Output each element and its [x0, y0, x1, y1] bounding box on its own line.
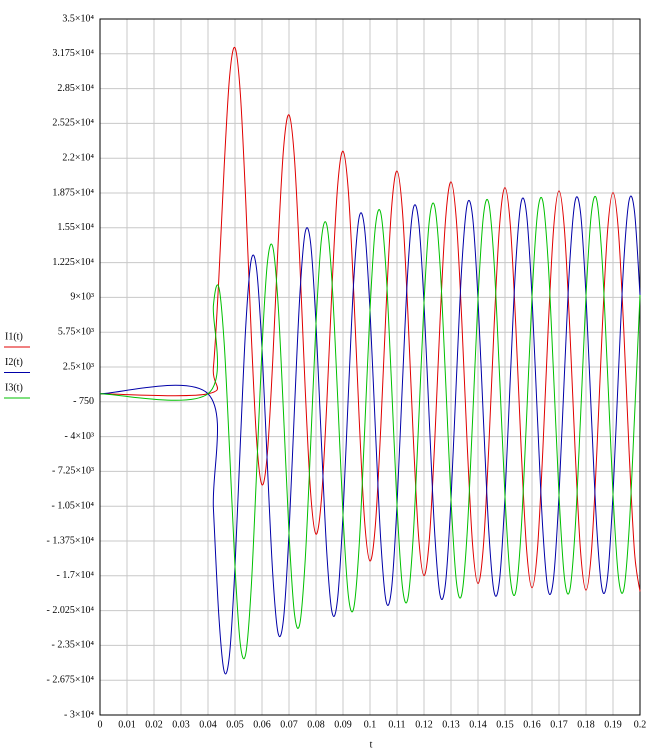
- x-tick-label: 0.16: [523, 719, 541, 730]
- x-tick-label: 0.03: [172, 719, 190, 730]
- plot-frame: [99, 18, 641, 716]
- y-tick-label: 5.75×10³: [58, 326, 94, 337]
- x-tick-label: 0.19: [604, 719, 622, 730]
- x-tick-label: 0.18: [577, 719, 595, 730]
- x-tick-label: 0.15: [496, 719, 514, 730]
- x-tick-label: 0.12: [415, 719, 433, 730]
- legend-label: I2(t): [5, 357, 23, 368]
- y-tick-label: 3.5×10⁴: [62, 13, 94, 24]
- y-tick-label: - 3×10⁴: [64, 709, 94, 720]
- y-tick-label: 2.2×10⁴: [62, 152, 94, 163]
- x-tick-label: 0.11: [388, 719, 405, 730]
- series-line: [99, 46, 641, 592]
- x-tick-label: 0.05: [226, 719, 244, 730]
- y-tick-label: - 1.7×10⁴: [57, 570, 95, 581]
- y-tick-label: - 2.35×10⁴: [52, 640, 95, 651]
- x-tick-label: 0.1: [364, 719, 377, 730]
- y-tick-label: 2.85×10⁴: [57, 83, 94, 94]
- legend-label: I3(t): [5, 382, 23, 393]
- y-tick-label: 1.225×10⁴: [52, 257, 94, 268]
- y-tick-label: 2.5×10³: [63, 361, 94, 372]
- x-tick-label: 0.13: [442, 719, 460, 730]
- x-tick-label: 0.2: [634, 719, 647, 730]
- y-tick-label: - 4×10³: [65, 431, 94, 442]
- x-axis-label: t: [370, 739, 373, 750]
- y-tick-label: - 2.675×10⁴: [47, 674, 95, 685]
- y-tick-label: 3.175×10⁴: [52, 48, 94, 59]
- x-tick-label: 0.07: [280, 719, 298, 730]
- series-line: [99, 195, 641, 675]
- y-tick-label: 2.525×10⁴: [52, 118, 94, 129]
- y-tick-label: 1.55×10⁴: [57, 222, 94, 233]
- y-tick-label: - 1.05×10⁴: [52, 500, 95, 511]
- y-tick-label: - 750: [73, 396, 94, 407]
- x-tick-label: 0.09: [334, 719, 352, 730]
- x-tick-label: 0.04: [199, 719, 217, 730]
- x-tick-label: 0.14: [469, 719, 487, 730]
- y-tick-label: 9×10³: [70, 292, 94, 303]
- y-tick-label: - 1.375×10⁴: [47, 535, 95, 546]
- x-tick-label: 0.02: [145, 719, 163, 730]
- y-tick-label: - 7.25×10³: [52, 466, 94, 477]
- legend-label: I1(t): [5, 331, 23, 342]
- y-tick-label: 1.875×10⁴: [52, 187, 94, 198]
- x-tick-label: 0.08: [307, 719, 325, 730]
- x-tick-label: 0.17: [550, 719, 568, 730]
- x-tick-label: 0.06: [253, 719, 271, 730]
- x-tick-label: 0.01: [118, 719, 136, 730]
- x-tick-label: 0: [98, 719, 103, 730]
- y-tick-label: - 2.025×10⁴: [47, 605, 95, 616]
- series-line: [99, 196, 641, 660]
